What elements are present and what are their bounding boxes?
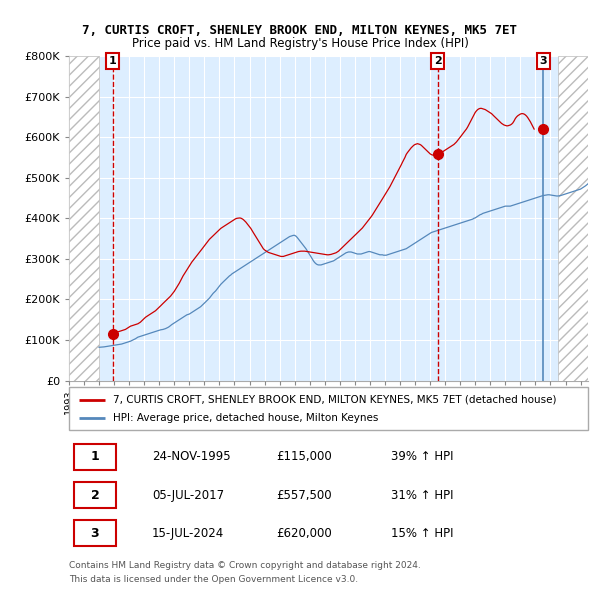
FancyBboxPatch shape xyxy=(69,388,588,430)
Bar xyxy=(558,56,588,381)
Text: 05-JUL-2017: 05-JUL-2017 xyxy=(152,489,224,502)
Text: £557,500: £557,500 xyxy=(277,489,332,502)
FancyBboxPatch shape xyxy=(74,520,116,546)
Text: 2: 2 xyxy=(91,489,100,502)
Text: 1: 1 xyxy=(109,56,116,66)
Text: 3: 3 xyxy=(91,527,99,540)
Text: 2: 2 xyxy=(434,56,442,66)
FancyBboxPatch shape xyxy=(74,482,116,508)
Text: 39% ↑ HPI: 39% ↑ HPI xyxy=(391,450,453,463)
Bar xyxy=(69,56,99,381)
Text: 7, CURTIS CROFT, SHENLEY BROOK END, MILTON KEYNES, MK5 7ET (detached house): 7, CURTIS CROFT, SHENLEY BROOK END, MILT… xyxy=(113,395,557,405)
Text: 15% ↑ HPI: 15% ↑ HPI xyxy=(391,527,453,540)
FancyBboxPatch shape xyxy=(74,444,116,470)
Text: HPI: Average price, detached house, Milton Keynes: HPI: Average price, detached house, Milt… xyxy=(113,414,379,423)
Text: Price paid vs. HM Land Registry's House Price Index (HPI): Price paid vs. HM Land Registry's House … xyxy=(131,37,469,50)
Text: 31% ↑ HPI: 31% ↑ HPI xyxy=(391,489,453,502)
Text: 3: 3 xyxy=(539,56,547,66)
Text: 1: 1 xyxy=(91,450,100,463)
Text: £115,000: £115,000 xyxy=(277,450,332,463)
Text: This data is licensed under the Open Government Licence v3.0.: This data is licensed under the Open Gov… xyxy=(69,575,358,584)
Text: 15-JUL-2024: 15-JUL-2024 xyxy=(152,527,224,540)
Text: 7, CURTIS CROFT, SHENLEY BROOK END, MILTON KEYNES, MK5 7ET: 7, CURTIS CROFT, SHENLEY BROOK END, MILT… xyxy=(83,24,517,37)
Text: 24-NOV-1995: 24-NOV-1995 xyxy=(152,450,230,463)
Text: Contains HM Land Registry data © Crown copyright and database right 2024.: Contains HM Land Registry data © Crown c… xyxy=(69,560,421,569)
Text: £620,000: £620,000 xyxy=(277,527,332,540)
